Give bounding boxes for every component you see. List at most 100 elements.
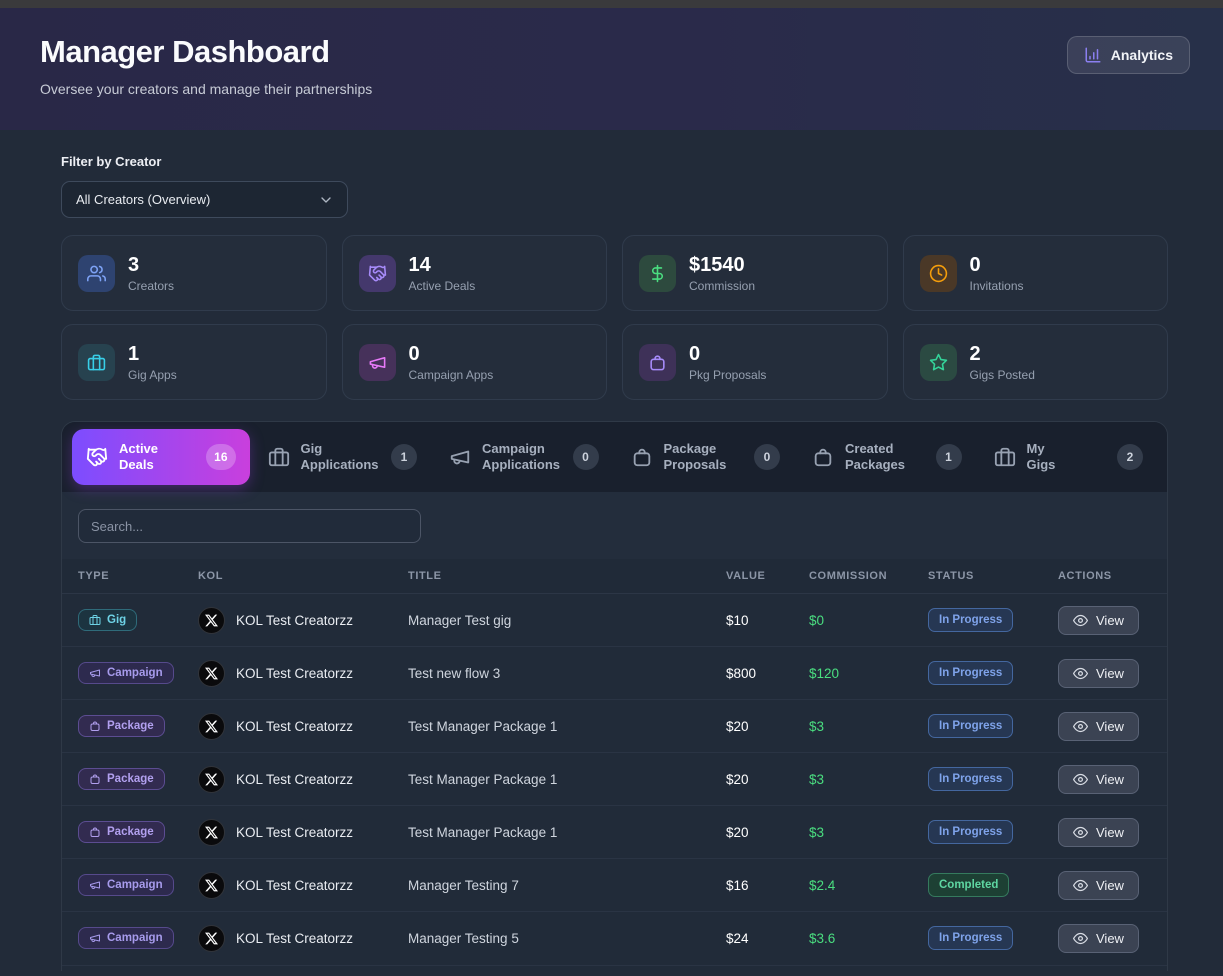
- deal-commission: $3: [801, 752, 920, 806]
- view-button[interactable]: View: [1058, 658, 1139, 688]
- column-header-actions: ACTIONS: [1050, 559, 1167, 594]
- avatar: [198, 818, 225, 846]
- tab-icon: [449, 446, 471, 468]
- tab[interactable]: Package Proposals 0: [617, 429, 795, 485]
- deal-title: Manager Testing 7: [400, 858, 718, 912]
- type-badge-icon: [89, 932, 101, 944]
- stat-icon-box: [78, 343, 115, 381]
- deals-table: TYPE KOL TITLE VALUE COMMISSION STATUS A…: [62, 559, 1167, 965]
- view-button[interactable]: View: [1058, 817, 1139, 847]
- view-button-label: View: [1096, 824, 1124, 840]
- type-badge-label: Package: [107, 773, 154, 785]
- tab[interactable]: Created Packages 1: [798, 429, 976, 485]
- stat-card: $1540 Commission: [622, 235, 888, 311]
- kol-cell: KOL Test Creatorzz: [198, 871, 392, 899]
- stat-icon: [929, 264, 948, 283]
- stat-label: Commission: [689, 278, 756, 293]
- type-badge-label: Campaign: [107, 879, 163, 891]
- tab-label: Created Packages: [845, 441, 905, 472]
- deal-value: $24: [718, 911, 801, 965]
- analytics-button[interactable]: Analytics: [1066, 36, 1190, 74]
- chevron-down-icon: [318, 192, 334, 208]
- deals-panel: Active Deals 16 Gig Applications 1 Campa…: [61, 421, 1168, 971]
- status-badge: In Progress: [928, 608, 1014, 632]
- type-badge-icon: [89, 720, 101, 732]
- eye-icon: [1073, 931, 1088, 946]
- deal-commission: $3: [801, 699, 920, 753]
- avatar: [198, 924, 225, 952]
- page-subtitle: Oversee your creators and manage their p…: [40, 81, 373, 97]
- eye-icon: [1073, 719, 1088, 734]
- table-row: Package KOL Test Creatorzz Test Man: [62, 752, 1167, 806]
- status-badge: In Progress: [928, 661, 1014, 685]
- stat-icon: [87, 353, 106, 372]
- stat-card: 0 Invitations: [902, 235, 1168, 311]
- kol-name: KOL Test Creatorzz: [236, 930, 354, 946]
- view-button[interactable]: View: [1058, 764, 1139, 794]
- tabs-bar: Active Deals 16 Gig Applications 1 Campa…: [62, 422, 1167, 492]
- table-header-row: TYPE KOL TITLE VALUE COMMISSION STATUS A…: [62, 559, 1167, 594]
- x-logo-icon: [205, 773, 218, 786]
- tab[interactable]: Active Deals 16: [72, 429, 250, 485]
- type-badge-icon: [89, 826, 101, 838]
- status-badge: In Progress: [928, 820, 1014, 844]
- deal-commission: $3.6: [801, 911, 920, 965]
- status-badge: In Progress: [928, 767, 1014, 791]
- tab[interactable]: Campaign Applications 0: [435, 429, 613, 485]
- type-badge-icon: [89, 879, 101, 891]
- deal-value: $10: [718, 593, 801, 647]
- view-button[interactable]: View: [1058, 870, 1139, 900]
- stat-icon-box: [358, 254, 396, 292]
- type-badge: Package: [78, 768, 165, 790]
- view-button-label: View: [1096, 665, 1124, 681]
- column-header-value: VALUE: [718, 559, 801, 594]
- tab[interactable]: Gig Applications 1: [254, 429, 432, 485]
- view-button[interactable]: View: [1058, 711, 1139, 741]
- view-button[interactable]: View: [1058, 605, 1139, 635]
- tab-label: Package Proposals: [663, 441, 727, 472]
- kol-cell: KOL Test Creatorzz: [198, 818, 392, 846]
- deal-commission: $0: [801, 593, 920, 647]
- stat-label: Invitations: [969, 278, 1024, 293]
- next-row-partial: [62, 964, 1167, 971]
- kol-name: KOL Test Creatorzz: [236, 771, 354, 787]
- x-logo-icon: [205, 826, 218, 839]
- stat-icon-box: [639, 254, 676, 292]
- stat-value: $1540: [689, 253, 745, 276]
- stat-value: 0: [408, 342, 420, 365]
- stats-grid: 3 Creators 14 Active Deals $: [61, 235, 1168, 400]
- tab-count-badge: 16: [206, 444, 236, 470]
- filter-label: Filter by Creator: [61, 154, 162, 169]
- deal-value: $800: [718, 646, 801, 700]
- type-badge-label: Campaign: [107, 932, 163, 945]
- avatar: [198, 871, 225, 899]
- browser-chrome-strip: [0, 0, 1223, 8]
- deal-title: Manager Test gig: [400, 593, 718, 647]
- column-header-title: TITLE: [400, 559, 718, 594]
- tab-icon: [268, 446, 290, 468]
- stat-card: 1 Gig Apps: [61, 324, 327, 400]
- eye-icon: [1073, 666, 1088, 681]
- kol-cell: KOL Test Creatorzz: [198, 659, 392, 687]
- tab[interactable]: My Gigs 2: [980, 429, 1158, 485]
- view-button-label: View: [1096, 612, 1124, 628]
- kol-name: KOL Test Creatorzz: [236, 665, 354, 681]
- column-header-type: TYPE: [62, 559, 190, 594]
- status-badge: In Progress: [928, 714, 1014, 738]
- stat-card: 14 Active Deals: [341, 235, 607, 311]
- x-logo-icon: [205, 879, 218, 892]
- kol-cell: KOL Test Creatorzz: [198, 606, 392, 634]
- kol-name: KOL Test Creatorzz: [236, 877, 354, 893]
- type-badge: Campaign: [78, 927, 174, 950]
- type-badge: Package: [78, 821, 165, 843]
- kol-name: KOL Test Creatorzz: [236, 612, 354, 628]
- view-button[interactable]: View: [1058, 923, 1139, 953]
- stat-icon-box: [358, 343, 396, 381]
- creator-select[interactable]: All Creators (Overview): [61, 181, 348, 218]
- kol-cell: KOL Test Creatorzz: [198, 712, 392, 740]
- avatar: [198, 606, 225, 634]
- stat-value: 1: [128, 342, 140, 365]
- type-badge: Campaign: [78, 874, 174, 896]
- creator-select-value: All Creators (Overview): [76, 192, 211, 207]
- search-input[interactable]: [78, 509, 421, 543]
